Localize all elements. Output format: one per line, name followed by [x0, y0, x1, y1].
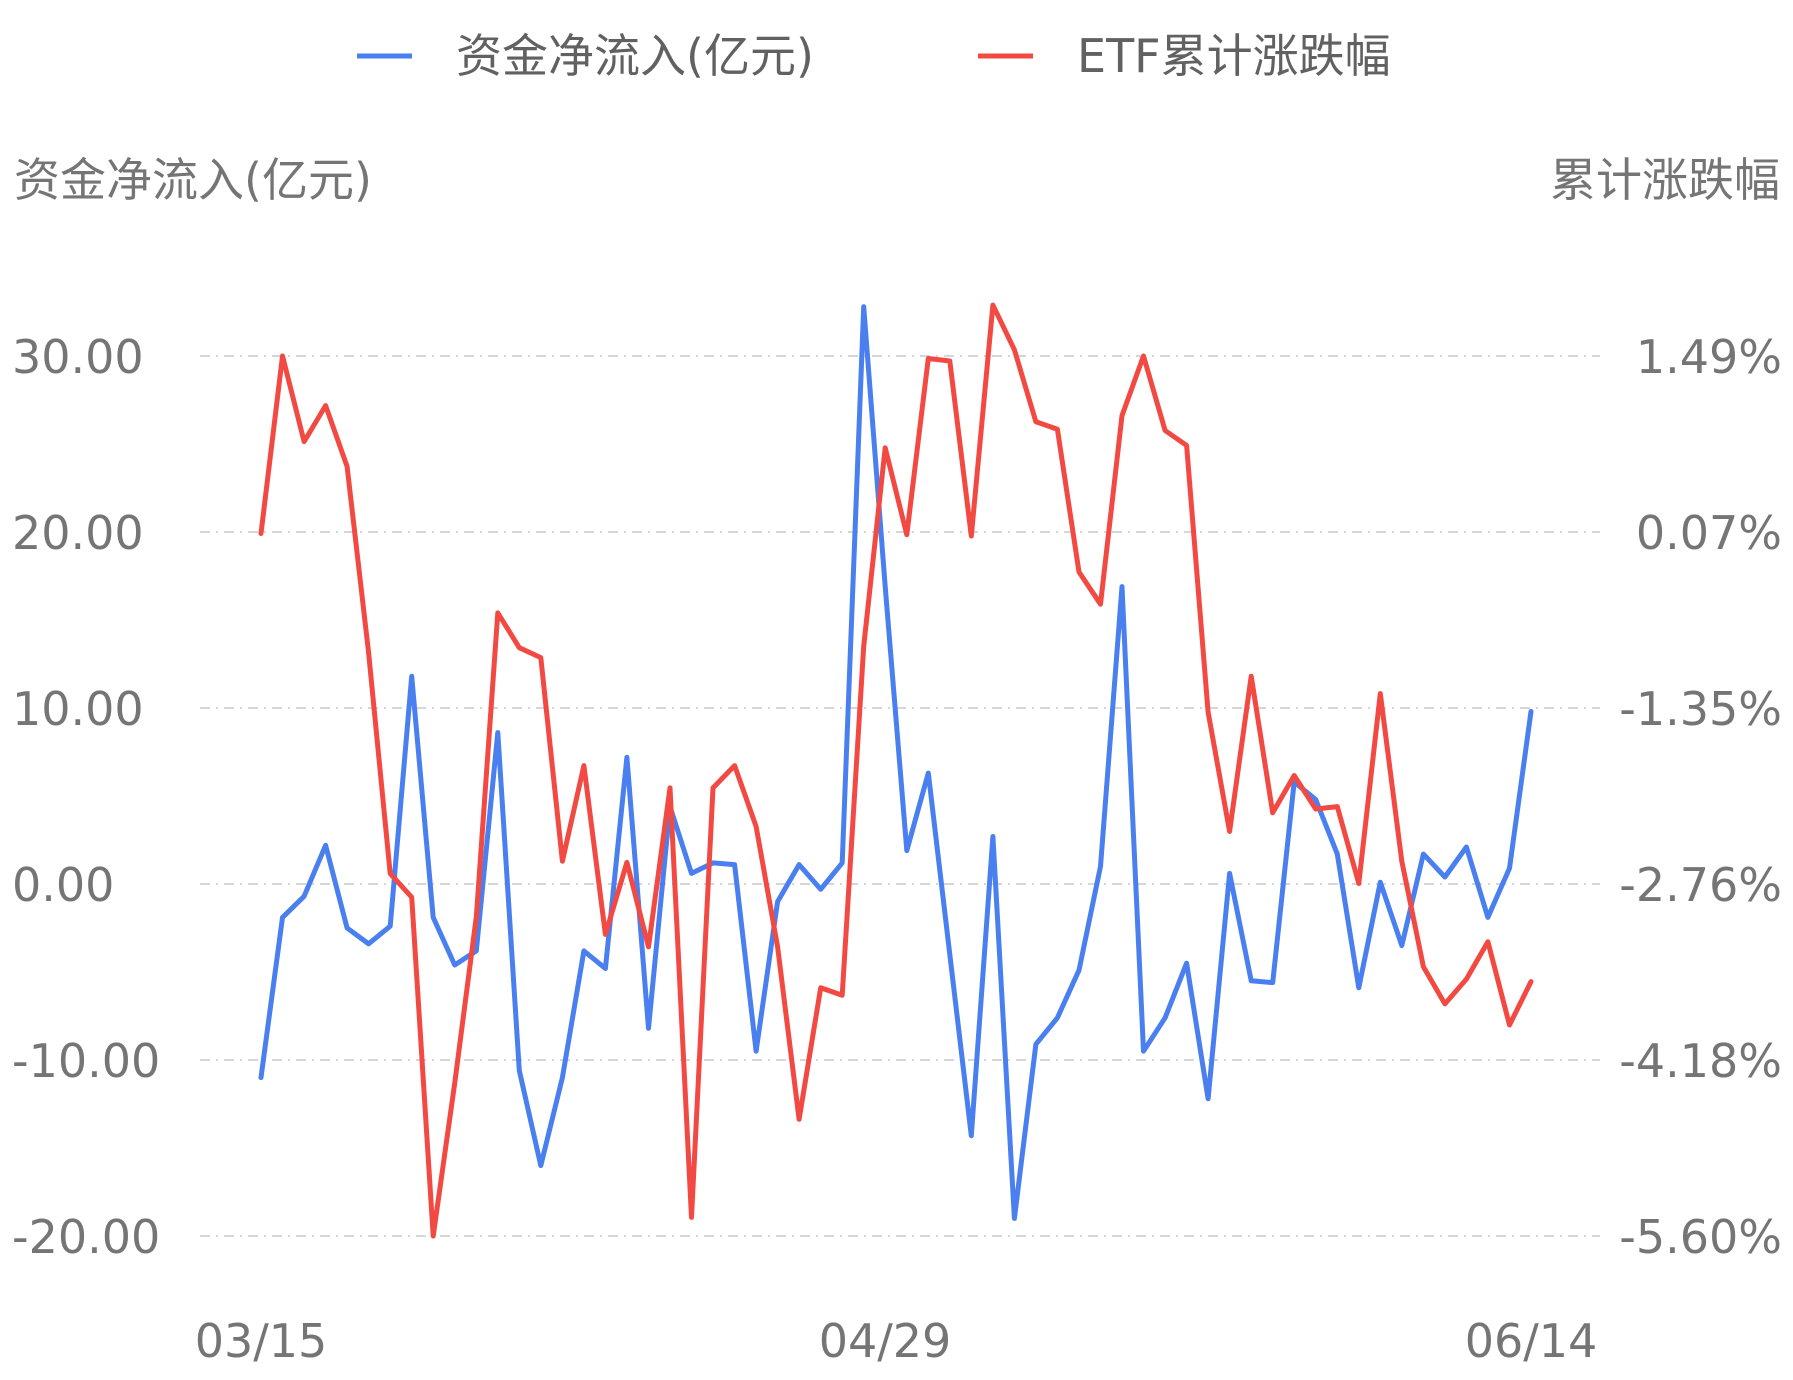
- left-tick-label: -10.00: [12, 1034, 160, 1088]
- right-tick-label: -4.18%: [1619, 1034, 1782, 1088]
- right-tick-label: -1.35%: [1619, 682, 1782, 736]
- left-axis-title: 资金净流入(亿元): [14, 153, 372, 207]
- x-axis-ticks: 03/15 04/29 06/14: [195, 1314, 1598, 1368]
- left-tick-label: 0.00: [12, 858, 114, 912]
- left-tick-label: 10.00: [12, 682, 144, 736]
- right-tick-label: -2.76%: [1619, 858, 1782, 912]
- x-tick-label: 03/15: [195, 1314, 328, 1368]
- legend-item-etf-change[interactable]: ETF累计涨跌幅: [978, 29, 1391, 83]
- series-line-fund-inflow[interactable]: [258, 304, 1534, 1221]
- series-line-etf-change[interactable]: [258, 302, 1534, 1239]
- legend-label-etf-change: ETF累计涨跌幅: [1077, 29, 1391, 83]
- right-axis-title: 累计涨跌幅: [1550, 153, 1780, 207]
- right-axis-ticks: 1.49% 0.07% -1.35% -2.76% -4.18% -5.60%: [1619, 330, 1782, 1264]
- x-tick-label: 04/29: [819, 1314, 952, 1368]
- legend-label-fund-inflow: 资金净流入(亿元): [456, 29, 814, 83]
- legend: 资金净流入(亿元) ETF累计涨跌幅: [357, 29, 1391, 83]
- x-tick-label: 06/14: [1465, 1314, 1598, 1368]
- legend-item-fund-inflow[interactable]: 资金净流入(亿元): [357, 29, 814, 83]
- left-tick-label: -20.00: [12, 1210, 160, 1264]
- left-axis-ticks: 30.00 20.00 10.00 0.00 -10.00 -20.00: [12, 330, 160, 1264]
- left-tick-label: 20.00: [12, 506, 144, 560]
- left-tick-label: 30.00: [12, 330, 144, 384]
- right-tick-label: 1.49%: [1636, 330, 1782, 384]
- right-tick-label: 0.07%: [1636, 506, 1782, 560]
- right-tick-label: -5.60%: [1619, 1210, 1782, 1264]
